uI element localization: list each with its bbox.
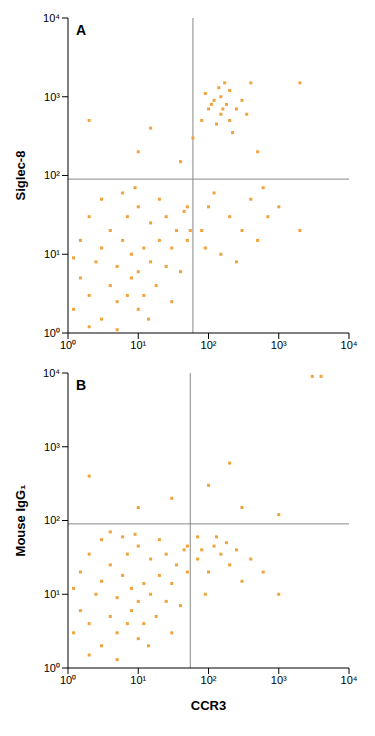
svg-text:Siglec-8: Siglec-8 [13,151,28,201]
svg-text:10⁰: 10⁰ [44,662,60,674]
svg-text:10⁴: 10⁴ [43,367,60,379]
svg-text:10²: 10² [201,339,217,351]
svg-text:10⁰: 10⁰ [60,674,76,686]
svg-text:10¹: 10¹ [130,674,146,686]
svg-text:10³: 10³ [271,339,287,351]
svg-text:10⁴: 10⁴ [341,339,358,351]
svg-text:10²: 10² [44,514,60,526]
svg-text:Mouse IgG₁: Mouse IgG₁ [13,485,28,557]
svg-text:10²: 10² [201,674,217,686]
svg-text:10¹: 10¹ [44,588,60,600]
svg-text:10⁰: 10⁰ [60,339,76,351]
svg-text:10⁴: 10⁴ [43,12,60,24]
svg-text:CCR3: CCR3 [191,698,226,713]
svg-text:10⁰: 10⁰ [44,327,60,339]
html-text:B: B [76,377,87,393]
svg-text:10¹: 10¹ [44,248,60,260]
svg-text:10²: 10² [44,169,60,181]
html-text:A: A [76,22,87,38]
svg-text:10³: 10³ [44,441,60,453]
svg-text:10¹: 10¹ [130,339,146,351]
svg-text:10³: 10³ [44,91,60,103]
svg-text:10⁴: 10⁴ [341,674,358,686]
svg-text:10³: 10³ [271,674,287,686]
